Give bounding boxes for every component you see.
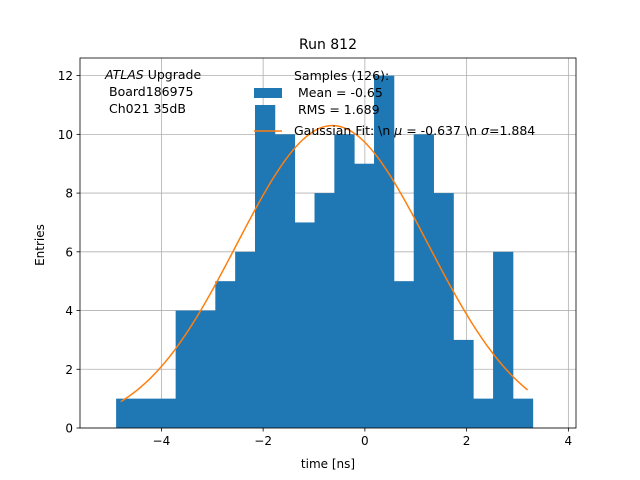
histogram-bar — [413, 134, 434, 428]
legend-mean-line: Mean = -0.65 — [294, 85, 383, 100]
atlas-label-line: ATLAS Upgrade — [104, 67, 201, 82]
axis-ticks: −4 −2 0 2 4 0 2 4 6 8 10 12 — [58, 69, 572, 448]
legend-histogram-swatch — [254, 88, 282, 98]
histogram-bar — [493, 251, 514, 428]
y-tick-label: 6 — [65, 245, 73, 259]
histogram-bar — [135, 398, 157, 428]
histogram-bar — [393, 281, 415, 428]
histogram-bars — [116, 75, 534, 428]
legend-fit-label: Gaussian Fit: \n μ = -0.637 \n σ=1.884 — [294, 123, 535, 138]
histogram-bar — [294, 222, 315, 428]
channel-label: Ch021 35dB — [109, 101, 186, 116]
legend-fit-sigma: σ — [481, 123, 490, 138]
legend-rms-line: RMS = 1.689 — [294, 102, 380, 117]
histogram-bar — [334, 134, 355, 428]
histogram-bar — [374, 75, 395, 428]
histogram-bar — [155, 398, 177, 428]
histogram-bar — [175, 310, 196, 428]
x-tick-label: −4 — [153, 434, 171, 448]
histogram-bar — [453, 339, 474, 428]
axes-frame — [79, 57, 577, 429]
x-tick-label: 4 — [565, 434, 573, 448]
histogram-bar — [473, 398, 494, 428]
y-tick-label: 4 — [65, 304, 73, 318]
histogram-bar — [354, 163, 375, 428]
histogram-bar — [274, 134, 296, 428]
upgrade-word: Upgrade — [144, 67, 202, 82]
legend: Samples (126): Mean = -0.65 RMS = 1.689 … — [254, 68, 535, 138]
x-tick-label: 0 — [361, 434, 369, 448]
y-tick-label: 10 — [58, 128, 73, 142]
y-tick-label: 12 — [58, 69, 73, 83]
histogram-bar — [314, 193, 335, 428]
chart-title: Run 812 — [299, 37, 357, 53]
histogram-bar — [116, 398, 137, 428]
gaussian-fit-curve — [120, 124, 529, 403]
x-axis-label: time [ns] — [301, 457, 355, 471]
y-axis-label: Entries — [33, 224, 47, 266]
x-tick-label: −2 — [254, 434, 272, 448]
histogram-bar — [195, 310, 216, 428]
atlas-annotation: ATLAS Upgrade Board186975 Ch021 35dB — [104, 67, 201, 116]
histogram-bar — [512, 398, 534, 428]
atlas-word: ATLAS — [104, 67, 144, 82]
legend-fit-prefix: Gaussian Fit: \n — [294, 123, 394, 138]
y-tick-label: 0 — [65, 422, 73, 436]
histogram-bar — [433, 193, 454, 428]
x-tick-label: 2 — [463, 434, 471, 448]
legend-fit-mu: μ — [393, 123, 402, 138]
legend-fit-suffix: =1.884 — [489, 123, 535, 138]
y-tick-label: 2 — [65, 363, 73, 377]
y-tick-label: 8 — [65, 187, 73, 201]
histogram-bar — [215, 281, 236, 428]
histogram-bar — [254, 104, 276, 428]
legend-fit-middle: = -0.637 \n — [402, 123, 481, 138]
legend-samples-line: Samples (126): — [294, 68, 389, 83]
board-label: Board186975 — [109, 84, 193, 99]
histogram-bar — [235, 251, 256, 428]
